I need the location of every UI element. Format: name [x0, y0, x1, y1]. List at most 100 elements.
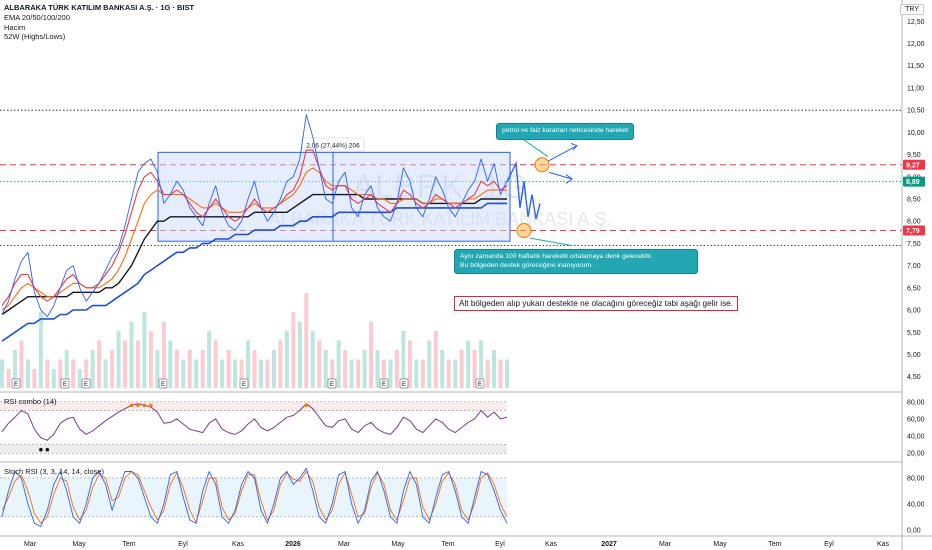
time-tick: Mar: [338, 541, 351, 548]
price-tick: 11,00: [907, 85, 924, 92]
volume-bar: [433, 331, 438, 388]
time-tick: Kas: [232, 541, 245, 548]
volume-bar: [32, 369, 37, 388]
volume-bar: [148, 331, 153, 388]
volume-bar: [64, 350, 69, 388]
volume-bar: [284, 331, 289, 388]
volume-bar: [213, 340, 218, 388]
volume-bar: [258, 359, 263, 388]
volume-bar: [168, 340, 173, 388]
indicator-volume[interactable]: Hacim: [4, 23, 26, 32]
event-marker: E: [63, 382, 67, 388]
volume-bar: [278, 340, 283, 388]
rsi-label[interactable]: RSI combo (14): [4, 397, 57, 406]
note-top[interactable]: petrol ve faiz kararları neticesinde har…: [496, 123, 635, 140]
rsi-overbought-band: [0, 401, 507, 411]
price-tick: 7,50: [907, 241, 921, 248]
volume-bar: [336, 340, 341, 388]
volume-bar: [6, 369, 11, 388]
time-tick: Kas: [545, 541, 558, 548]
stoch-d-line: [1, 471, 508, 524]
time-tick: Tem: [122, 541, 135, 548]
rsi-dot-high: [149, 403, 153, 408]
volume-bar: [472, 350, 477, 388]
volume-bar: [466, 340, 471, 388]
range-box: 2,06 (27,44%) 206: [157, 137, 511, 242]
volume-bar: [129, 321, 134, 388]
rsi-line: [1, 403, 508, 441]
volume-bar: [103, 359, 108, 388]
volume-bar: [0, 359, 4, 388]
time-tick: Tem: [441, 541, 454, 548]
volume-bars: [0, 293, 509, 388]
top-circle-marker: [534, 157, 550, 173]
volume-bar: [123, 340, 128, 388]
volume-bar: [233, 359, 238, 388]
volume-bar: [440, 350, 445, 388]
event-marker-bg: [81, 378, 91, 389]
volume-bar: [505, 359, 509, 388]
rsi-dot-low: [39, 447, 43, 452]
event-marker-bg: [60, 378, 70, 389]
price-tick: 8,50: [907, 197, 921, 204]
time-tick: May: [72, 541, 86, 548]
indicator-52w[interactable]: 52W (Highs/Lows): [4, 32, 66, 41]
price-tick: 11,50: [907, 63, 924, 70]
volume-bar: [401, 331, 406, 388]
event-marker-bg: [239, 378, 249, 389]
volume-bar: [388, 359, 393, 388]
price-tick: 6,00: [907, 308, 921, 315]
volume-bar: [265, 359, 270, 388]
volume-bar: [343, 350, 348, 388]
volume-bar: [161, 321, 166, 388]
chart-title: ALBARAKA TÜRK KATILIM BANKASI A.Ş. · 1G …: [4, 3, 195, 12]
lower-level-tag-bg: [903, 225, 925, 236]
time-tick: May: [713, 541, 727, 548]
volume-bar: [45, 359, 50, 388]
rsi-tick: 20,00: [907, 451, 925, 458]
lower-level-tag: 7,79: [906, 228, 920, 235]
event-marker-bg: [158, 378, 168, 389]
event-marker: E: [242, 382, 246, 388]
volume-bar: [407, 340, 412, 388]
event-marker: E: [478, 382, 482, 388]
arrow-right-head: [565, 174, 573, 184]
volume-bar: [71, 359, 76, 388]
stoch-label[interactable]: Stoch RSI (3, 3, 14, 14, close): [4, 467, 105, 476]
event-marker: E: [382, 382, 386, 388]
volume-bar: [349, 359, 354, 388]
indicator-ema[interactable]: EMA 20/50/100/200: [4, 13, 70, 22]
currency-badge[interactable]: TRY: [900, 4, 924, 15]
arrow-up-head: [570, 143, 578, 151]
red-note[interactable]: Alt bölgeden alıp yukarı destekte ne ola…: [454, 296, 738, 311]
volume-bar: [381, 359, 386, 388]
volume-bar: [427, 340, 432, 388]
volume-bar: [181, 359, 186, 388]
time-tick: Eyl: [824, 541, 834, 548]
arrow-up: [547, 145, 578, 162]
volume-bar: [356, 359, 361, 388]
rsi-tick: 60,00: [907, 416, 925, 423]
price-tick: 12,50: [907, 19, 925, 26]
volume-bar: [369, 321, 374, 388]
rsi-pane: [0, 401, 508, 454]
note-bottom[interactable]: Aynı zamanda 100 haftalık hareketli orta…: [454, 249, 698, 274]
volume-bar: [420, 359, 425, 388]
volume-bar: [239, 359, 244, 388]
volume-bar: [194, 359, 199, 388]
volume-bar: [362, 350, 367, 388]
volume-bar: [38, 312, 43, 388]
connector-top: [519, 136, 549, 158]
time-tick: 2027: [601, 541, 617, 548]
projection-line: [506, 160, 541, 220]
volume-bar: [77, 369, 82, 388]
volume-bar: [304, 293, 309, 388]
volume-bar: [317, 340, 322, 388]
volume-bar: [414, 359, 419, 388]
stoch-k-line: [1, 467, 508, 527]
price-tick: 5,50: [907, 330, 921, 337]
price-tick: 10,00: [907, 130, 925, 137]
time-tick: Mar: [659, 541, 672, 548]
volume-bar: [271, 350, 276, 388]
